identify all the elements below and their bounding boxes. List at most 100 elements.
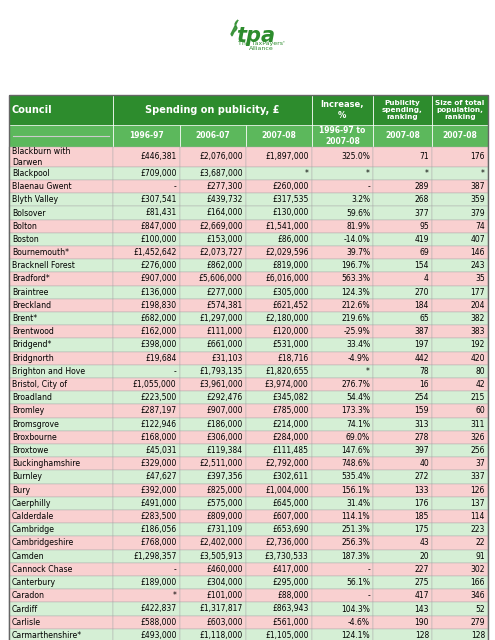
Text: Broxtowe: Broxtowe (12, 446, 48, 455)
Bar (373, 404, 432, 417)
Bar (180, 378, 246, 391)
Text: 59.6%: 59.6% (346, 209, 370, 218)
Bar (180, 444, 246, 457)
Text: £111,000: £111,000 (206, 327, 243, 336)
Bar (246, 510, 312, 523)
Bar (373, 417, 432, 431)
Text: 114.1%: 114.1% (342, 512, 370, 521)
Bar (373, 285, 432, 299)
Bar (246, 125, 312, 147)
Bar (432, 550, 488, 563)
Text: -: - (174, 182, 177, 191)
Bar (113, 510, 180, 523)
Bar (246, 180, 312, 193)
Bar (9, 404, 113, 417)
Text: 185: 185 (415, 512, 429, 521)
Text: £397,356: £397,356 (206, 472, 243, 481)
Text: £1,105,000: £1,105,000 (265, 631, 309, 640)
Text: £1,055,000: £1,055,000 (133, 380, 177, 389)
Text: £306,000: £306,000 (206, 433, 243, 442)
Text: Bracknell Forest: Bracknell Forest (12, 261, 75, 270)
Text: 80: 80 (475, 367, 485, 376)
Text: 124.1%: 124.1% (342, 631, 370, 640)
Bar (312, 233, 373, 246)
Bar (432, 444, 488, 457)
Text: 387: 387 (471, 182, 485, 191)
Text: 4: 4 (424, 275, 429, 284)
Bar (180, 233, 246, 246)
Text: £2,402,000: £2,402,000 (199, 538, 243, 547)
Text: -: - (174, 565, 177, 574)
Text: -25.9%: -25.9% (344, 327, 370, 336)
Bar (432, 629, 488, 640)
Text: £345,082: £345,082 (272, 394, 309, 403)
Text: 43: 43 (419, 538, 429, 547)
Bar (180, 589, 246, 602)
Text: 192: 192 (471, 340, 485, 349)
Bar (113, 602, 180, 616)
Text: £2,736,000: £2,736,000 (265, 538, 309, 547)
Text: Size of total
population,
ranking: Size of total population, ranking (436, 100, 485, 120)
Bar (180, 404, 246, 417)
Text: 74.1%: 74.1% (346, 420, 370, 429)
Bar (312, 312, 373, 325)
Text: 175: 175 (414, 525, 429, 534)
Bar (246, 285, 312, 299)
Text: 2007-08: 2007-08 (443, 131, 477, 141)
Text: £284,000: £284,000 (272, 433, 309, 442)
Text: 254: 254 (414, 394, 429, 403)
Text: *: * (366, 169, 370, 178)
Text: £186,000: £186,000 (206, 420, 243, 429)
Text: £653,690: £653,690 (272, 525, 309, 534)
Bar (312, 629, 373, 640)
Text: £162,000: £162,000 (140, 327, 177, 336)
Text: £825,000: £825,000 (206, 486, 243, 495)
Text: -: - (367, 182, 370, 191)
Bar (312, 259, 373, 273)
Bar (180, 523, 246, 536)
Bar (312, 246, 373, 259)
Bar (246, 444, 312, 457)
Bar (373, 602, 432, 616)
Text: -: - (367, 565, 370, 574)
Bar (113, 206, 180, 220)
Text: £31,103: £31,103 (211, 354, 243, 363)
Bar (246, 523, 312, 536)
Text: 54.4%: 54.4% (346, 394, 370, 403)
Bar (9, 497, 113, 510)
Text: £603,000: £603,000 (206, 618, 243, 627)
Bar (373, 180, 432, 193)
Text: 563.3%: 563.3% (341, 275, 370, 284)
Text: £47,627: £47,627 (145, 472, 177, 481)
Text: £122,946: £122,946 (141, 420, 177, 429)
Text: 359: 359 (470, 195, 485, 204)
Bar (246, 339, 312, 351)
Bar (432, 391, 488, 404)
Bar (180, 510, 246, 523)
Bar (373, 616, 432, 629)
Bar (9, 312, 113, 325)
Bar (312, 457, 373, 470)
Text: £214,000: £214,000 (272, 420, 309, 429)
Text: Buckinghamshire: Buckinghamshire (12, 460, 80, 468)
Bar (373, 193, 432, 206)
Text: £645,000: £645,000 (272, 499, 309, 508)
Bar (373, 299, 432, 312)
Bar (432, 206, 488, 220)
Bar (312, 510, 373, 523)
Bar (373, 259, 432, 273)
Bar (373, 444, 432, 457)
Bar (9, 246, 113, 259)
Bar (432, 246, 488, 259)
Text: £3,974,000: £3,974,000 (265, 380, 309, 389)
Text: 33.4%: 33.4% (346, 340, 370, 349)
Bar (373, 497, 432, 510)
Text: 272: 272 (415, 472, 429, 481)
Bar (312, 325, 373, 339)
Text: 223: 223 (471, 525, 485, 534)
Bar (246, 246, 312, 259)
Bar (432, 180, 488, 193)
Text: £1,541,000: £1,541,000 (265, 221, 309, 230)
Text: 114: 114 (471, 512, 485, 521)
Bar (373, 365, 432, 378)
